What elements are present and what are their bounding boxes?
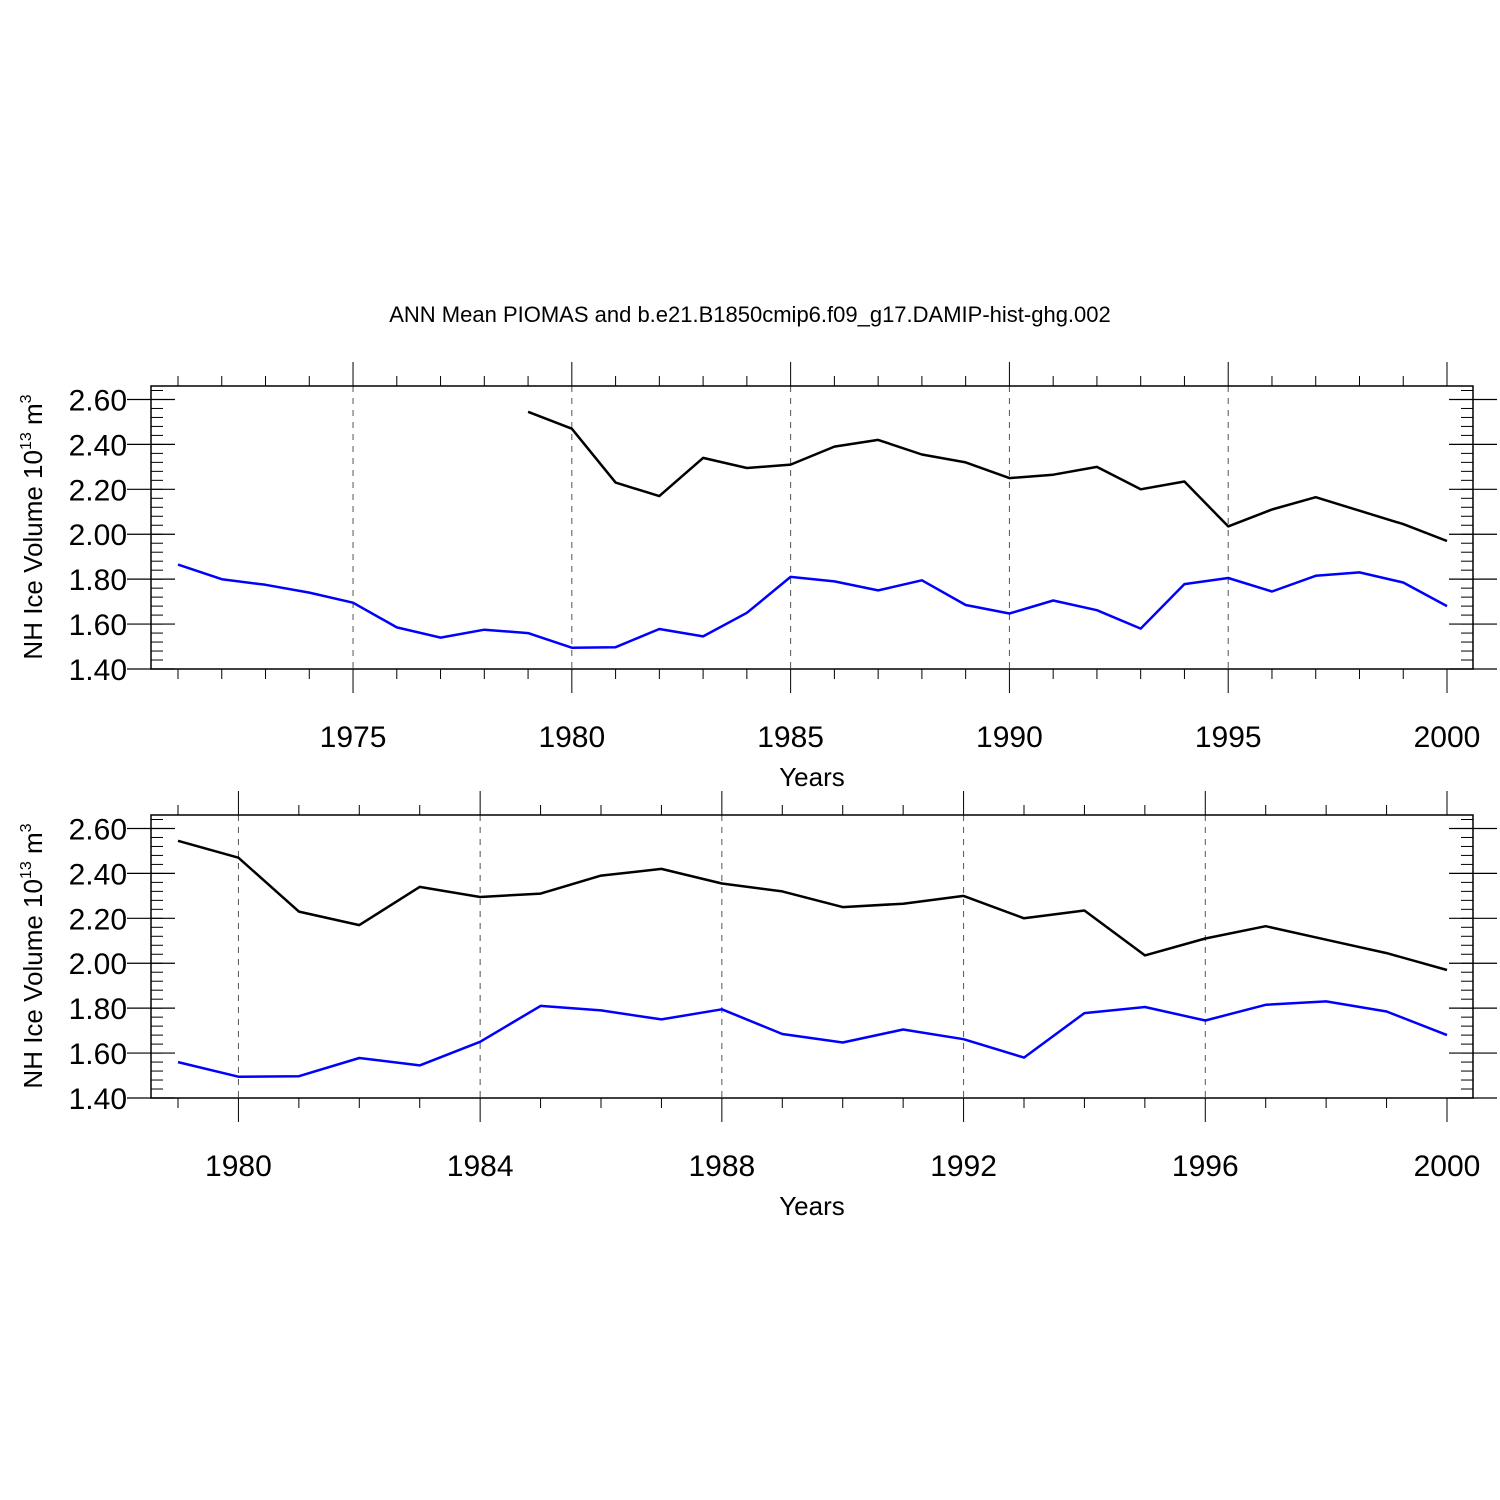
y-tick-label: 2.20 xyxy=(69,474,127,507)
top-panel: 1.40 1.60 1.80 2.00 2.20 2.40 2.60 1975 1980 198… xyxy=(18,362,1497,792)
figure-title: ANN Mean PIOMAS and b.e21.B1850cmip6.f09… xyxy=(389,302,1111,327)
bottom-panel-frame xyxy=(150,814,1474,1099)
y-tick-label: 1.40 xyxy=(69,654,127,687)
x-tick-label: 1988 xyxy=(688,1150,755,1183)
bottom-panel-y-label-exponent: 13 xyxy=(18,861,35,879)
top-panel-minor-ticks xyxy=(151,362,1473,693)
x-tick-label: 1984 xyxy=(447,1150,514,1183)
y-tick-label: 2.00 xyxy=(69,948,127,981)
top-panel-y-label-exponent: 13 xyxy=(18,432,35,450)
bottom-panel-y-label-main: NH Ice Volume 10 xyxy=(18,879,48,1089)
bottom-panel-x-axis-label: Years xyxy=(779,1191,845,1221)
y-tick-label: 2.40 xyxy=(69,429,127,462)
top-panel-y-axis-label: NH Ice Volume 1013 m3 xyxy=(18,394,48,659)
bottom-panel: 1.401.601.802.002.202.402.60 1980 1984 198… xyxy=(18,791,1497,1221)
top-panel-y-label-unit: m xyxy=(18,403,48,432)
top-panel-frame xyxy=(150,385,1474,670)
y-tick-label: 1.80 xyxy=(69,564,127,597)
y-tick-label: 1.60 xyxy=(69,609,127,642)
bottom-panel-series-line-black xyxy=(177,839,1448,972)
top-panel-y-label-unit-exponent: 3 xyxy=(18,394,35,403)
y-tick-label: 2.00 xyxy=(69,519,127,552)
x-tick-label: 1992 xyxy=(930,1150,997,1183)
x-tick-label: 1990 xyxy=(976,721,1043,754)
x-tick-label: 1980 xyxy=(538,721,605,754)
bottom-panel-minor-ticks xyxy=(151,791,1473,1122)
top-panel-x-ticks: 1975 1980 1985 1990 1995 2000 xyxy=(320,721,1481,754)
top-panel-y-ticks: 1.40 1.60 1.80 2.00 2.20 2.40 2.60 xyxy=(69,384,1497,687)
top-panel-y-label-main: NH Ice Volume 10 xyxy=(18,450,48,660)
top-panel-x-axis-label: Years xyxy=(779,762,845,792)
bottom-panel-series xyxy=(177,839,1448,1078)
bottom-panel-y-ticks: 1.40 1.60 1.80 2.00 2.20 2.40 2.60 xyxy=(69,813,1497,1116)
y-tick-label: 2.20 xyxy=(69,903,127,936)
x-tick-label: 2000 xyxy=(1414,1150,1481,1183)
x-tick-label: 1975 xyxy=(320,721,387,754)
bottom-panel-series-line-blue xyxy=(177,1000,1448,1078)
x-tick-label: 1985 xyxy=(757,721,824,754)
x-tick-label: 2000 xyxy=(1414,721,1481,754)
y-tick-label: 1.80 xyxy=(69,993,127,1026)
top-panel-series-line-black xyxy=(527,410,1448,543)
y-tick-label: 1.60 xyxy=(69,1038,127,1071)
y-tick-label: 2.40 xyxy=(69,858,127,891)
bottom-panel-y-label-unit: m xyxy=(18,832,48,861)
x-tick-label: 1996 xyxy=(1172,1150,1239,1183)
bottom-panel-x-ticks: 1980 1984 1988 1992 1996 2000 xyxy=(205,1150,1480,1183)
bottom-panel-y-axis-label: NH Ice Volume 1013 m3 xyxy=(18,823,48,1088)
top-panel-series xyxy=(177,410,1448,649)
x-tick-label: 1995 xyxy=(1195,721,1262,754)
bottom-panel-y-label-unit-exponent: 3 xyxy=(18,823,35,832)
y-tick-label: 2.60 xyxy=(69,813,127,846)
top-panel-gridlines xyxy=(352,386,1229,669)
y-tick-label: 2.60 xyxy=(69,384,127,417)
x-tick-label: 1980 xyxy=(205,1150,272,1183)
top-panel-series-line-blue xyxy=(177,563,1448,649)
bottom-panel-gridlines xyxy=(237,815,1206,1098)
y-tick-label: 1.40 xyxy=(69,1083,127,1116)
